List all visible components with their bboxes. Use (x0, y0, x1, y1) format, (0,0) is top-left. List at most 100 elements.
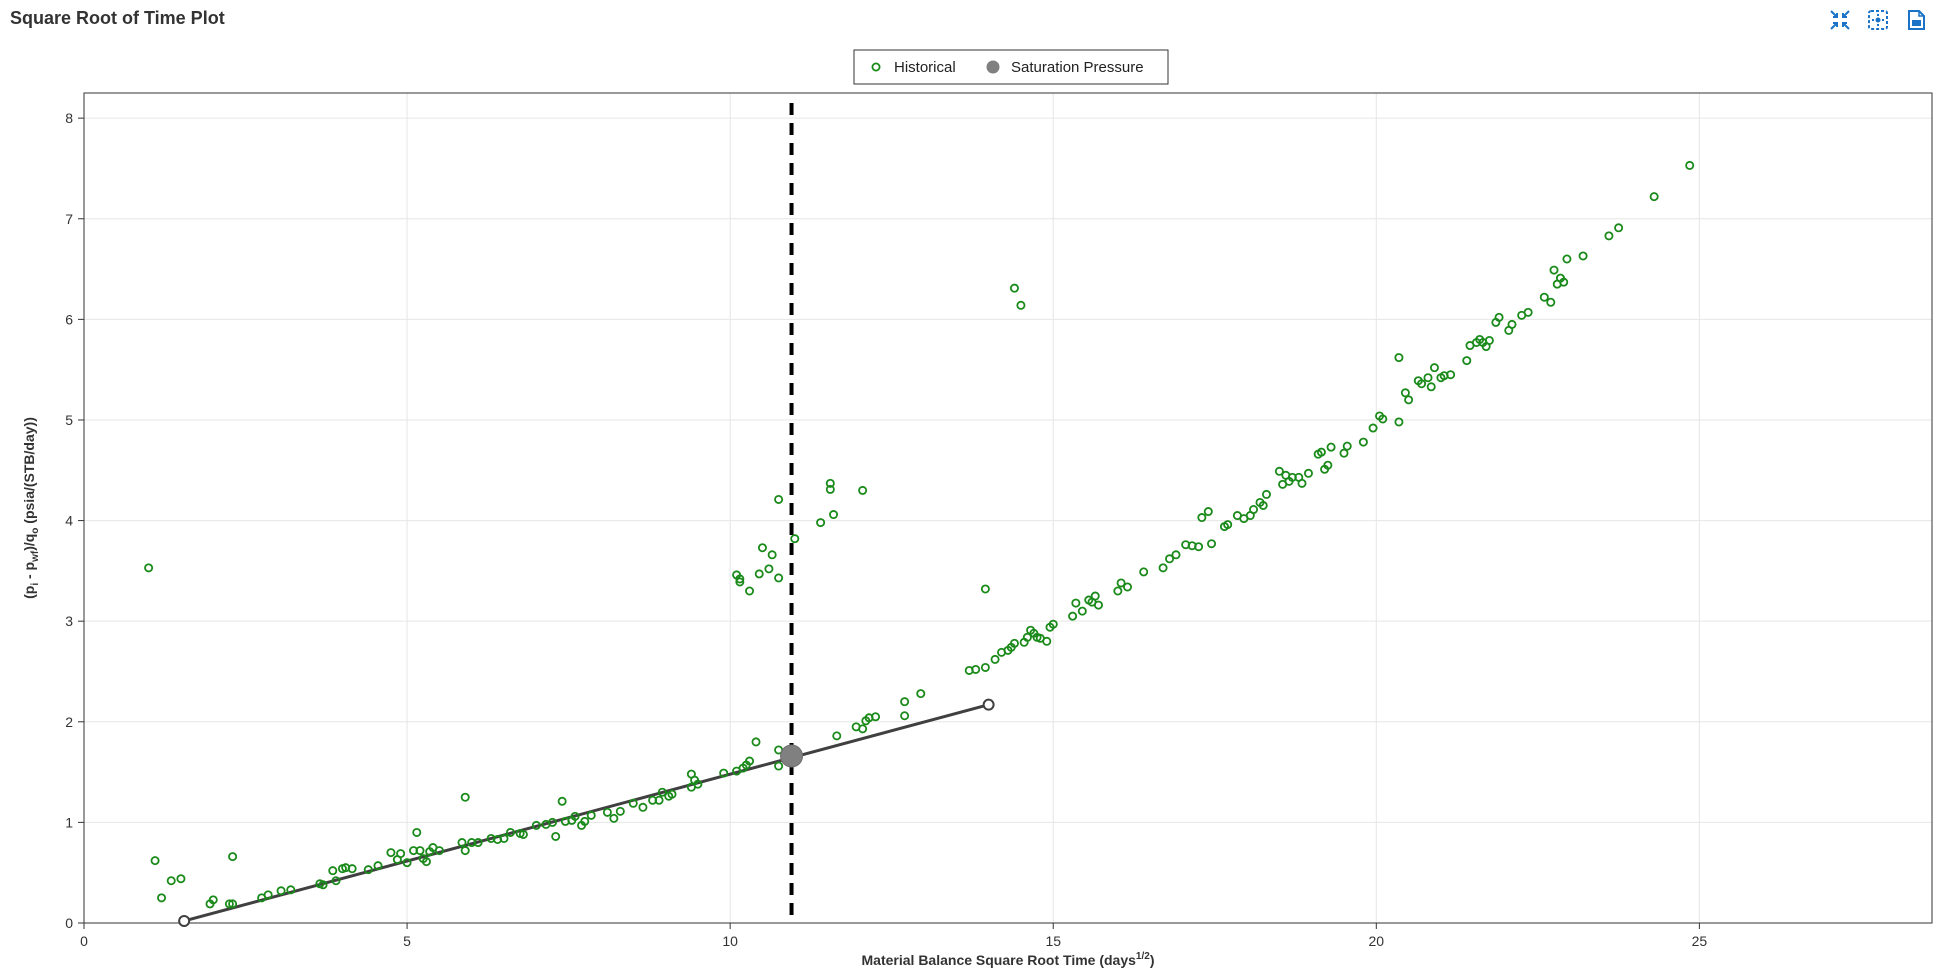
historical-point (900, 697, 910, 707)
historical-point (460, 792, 470, 802)
historical-point (1165, 554, 1175, 564)
historical-point (373, 861, 383, 871)
historical-point (460, 846, 470, 856)
historical-point (363, 865, 373, 875)
y-tick-label: 8 (65, 110, 73, 126)
historical-point (1578, 251, 1588, 261)
historical-point (719, 768, 729, 778)
historical-point (1048, 619, 1058, 629)
historical-point (1417, 379, 1427, 389)
saturation-pressure-point[interactable] (780, 744, 804, 768)
historical-point (402, 858, 412, 868)
historical-point (1358, 437, 1368, 447)
historical-point (858, 724, 868, 734)
historical-point (609, 813, 619, 823)
historical-point (1323, 460, 1333, 470)
historical-point (557, 796, 567, 806)
historical-point (816, 518, 826, 528)
historical-point (774, 494, 784, 504)
historical-point (1546, 297, 1556, 307)
historical-point (971, 664, 981, 674)
historical-point (1507, 319, 1517, 329)
grid-layer (83, 93, 1932, 924)
historical-point (1009, 283, 1019, 293)
historical-point (1549, 265, 1559, 275)
x-tick-label: 25 (1692, 933, 1708, 949)
historical-point (1423, 373, 1433, 383)
historical-point (825, 478, 835, 488)
historical-point (1559, 277, 1569, 287)
historical-point (735, 574, 745, 584)
historical-point (318, 880, 328, 890)
export-icon[interactable] (1904, 8, 1928, 32)
historical-point (1316, 447, 1326, 457)
historical-point (1249, 505, 1259, 515)
historical-point (1139, 567, 1149, 577)
historical-point (1342, 441, 1352, 451)
legend-historical-label[interactable]: Historical (894, 59, 956, 76)
historical-point (499, 833, 509, 843)
legend-historical-marker (871, 62, 881, 72)
historical-point (228, 899, 238, 909)
historical-point (263, 890, 273, 900)
historical-point (858, 485, 868, 495)
x-tick-label: 15 (1045, 933, 1061, 949)
historical-point (166, 876, 176, 886)
historical-point (832, 731, 842, 741)
historical-point (1394, 353, 1404, 363)
x-tick-label: 0 (80, 933, 88, 949)
historical-point (1090, 591, 1100, 601)
historical-point (1400, 388, 1410, 398)
historical-point (1685, 160, 1695, 170)
fit-line-end-handle[interactable] (982, 698, 995, 711)
historical-point (1016, 300, 1026, 310)
historical-point (1274, 466, 1284, 476)
historical-point (654, 795, 664, 805)
historical-point (1158, 563, 1168, 573)
historical-point (1404, 395, 1414, 405)
historical-point (829, 510, 839, 520)
historical-point (1207, 539, 1217, 549)
historical-point (790, 534, 800, 544)
historical-point (825, 484, 835, 494)
historical-point (900, 711, 910, 721)
y-tick-label: 1 (65, 814, 73, 830)
y-tick-label: 4 (65, 513, 73, 529)
historical-point (1494, 312, 1504, 322)
reset-zoom-icon[interactable] (1866, 8, 1890, 32)
historical-point (693, 779, 703, 789)
historical-point (586, 810, 596, 820)
historical-point (1077, 606, 1087, 616)
historical-point (1484, 335, 1494, 345)
historical-point (286, 885, 296, 895)
historical-point (150, 856, 160, 866)
historical-point (1368, 423, 1378, 433)
chart-title: Square Root of Time Plot (10, 8, 225, 28)
x-tick-label: 5 (403, 933, 411, 949)
chart-toolbar (1828, 8, 1928, 32)
historical-point (774, 761, 784, 771)
historical-point (1203, 507, 1213, 517)
historical-point (754, 569, 764, 579)
historical-point (1113, 586, 1123, 596)
line-layer (178, 103, 995, 927)
collapse-icon[interactable] (1828, 8, 1852, 32)
y-tick-label: 0 (65, 915, 73, 931)
historical-point (1223, 520, 1233, 530)
historical-point (457, 838, 467, 848)
historical-point (735, 577, 745, 587)
historical-point (473, 838, 483, 848)
historical-point (1068, 611, 1078, 621)
historical-point (1394, 417, 1404, 427)
historical-point (1446, 370, 1456, 380)
y-tick-label: 5 (65, 412, 73, 428)
y-tick-label: 7 (65, 211, 73, 227)
legend-box (853, 49, 1169, 85)
legend[interactable]: Historical Saturation Pressure (853, 49, 1169, 85)
fit-line-start-handle[interactable] (178, 914, 191, 927)
historical-point (1426, 382, 1436, 392)
plot-frame (83, 92, 1933, 924)
legend-saturation-label[interactable]: Saturation Pressure (1011, 59, 1144, 76)
y-tick-label: 2 (65, 714, 73, 730)
